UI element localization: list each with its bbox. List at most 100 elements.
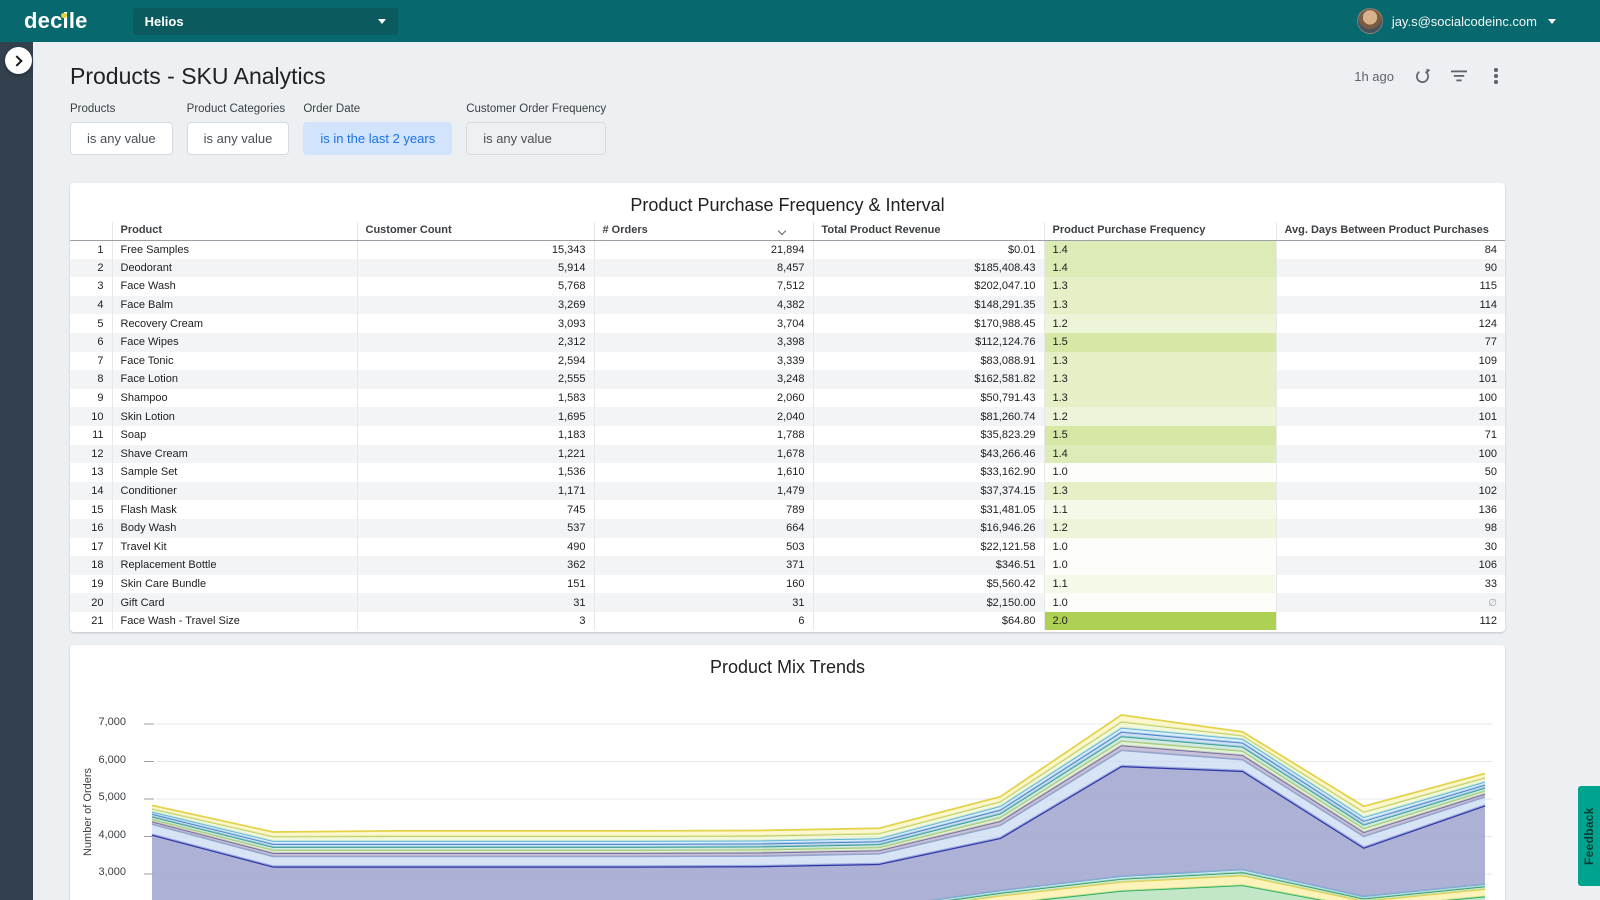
cell-revenue[interactable]: $202,047.10 (812, 277, 1044, 296)
avatar[interactable] (1356, 8, 1383, 34)
cell-orders[interactable]: 789 (593, 500, 813, 519)
cell-revenue[interactable]: $50,791.43 (812, 388, 1044, 408)
cell-product[interactable]: Recovery Cream (111, 314, 357, 333)
cell-orders[interactable]: 8,457 (593, 258, 813, 278)
cell-revenue[interactable]: $162,581.82 (812, 370, 1044, 389)
col-header-orders[interactable]: # Orders (593, 222, 813, 241)
cell-orders[interactable]: 2,060 (593, 388, 813, 408)
cell-avg-days[interactable]: 114 (1275, 295, 1505, 315)
cell-avg-days[interactable]: 100 (1275, 388, 1505, 408)
cell-purchase-frequency[interactable]: 1.3 (1043, 277, 1276, 296)
cell-revenue[interactable]: $83,088.91 (812, 351, 1044, 371)
cell-product[interactable]: Deodorant (111, 258, 357, 278)
cell-purchase-frequency[interactable]: 1.1 (1043, 500, 1276, 519)
cell-avg-days[interactable]: 71 (1275, 425, 1505, 445)
cell-revenue[interactable]: $185,408.43 (812, 258, 1044, 278)
cell-avg-days[interactable]: 101 (1275, 370, 1505, 389)
cell-purchase-frequency[interactable]: 2.0 (1043, 611, 1276, 631)
cell-revenue[interactable]: $0.01 (812, 240, 1044, 259)
cell-product[interactable]: Flash Mask (111, 500, 357, 519)
cell-purchase-frequency[interactable]: 1.4 (1043, 258, 1276, 278)
cell-revenue[interactable]: $81,260.74 (812, 407, 1044, 426)
cell-product[interactable]: Skin Care Bundle (111, 574, 357, 594)
cell-product[interactable]: Face Wipes (111, 332, 357, 352)
cell-purchase-frequency[interactable]: 1.1 (1043, 574, 1276, 594)
cell-product[interactable]: Shampoo (111, 388, 357, 408)
chevron-down-icon[interactable] (1548, 18, 1556, 24)
cell-customer-count[interactable]: 1,221 (356, 444, 594, 464)
cell-customer-count[interactable]: 1,183 (356, 425, 594, 445)
filter-value-button-customer-order-frequency[interactable]: is any value (466, 122, 607, 155)
cell-customer-count[interactable]: 3,269 (356, 295, 594, 315)
cell-revenue[interactable]: $112,124.76 (812, 332, 1044, 352)
cell-customer-count[interactable]: 745 (356, 500, 594, 519)
workspace-selector[interactable]: Helios (132, 7, 398, 35)
cell-avg-days[interactable]: 77 (1275, 332, 1505, 352)
cell-orders[interactable]: 3,398 (593, 332, 813, 352)
cell-revenue[interactable]: $35,823.29 (812, 425, 1044, 445)
col-header-avg-days-between-product-purchases[interactable]: Avg. Days Between Product Purchases (1275, 222, 1505, 241)
cell-purchase-frequency[interactable]: 1.5 (1043, 425, 1276, 445)
cell-purchase-frequency[interactable]: 1.3 (1043, 351, 1276, 371)
cell-revenue[interactable]: $22,121.58 (812, 537, 1044, 557)
cell-purchase-frequency[interactable]: 1.2 (1043, 314, 1276, 333)
cell-avg-days[interactable]: 84 (1275, 240, 1505, 259)
cell-revenue[interactable]: $148,291.35 (812, 295, 1044, 315)
col-header-total-product-revenue[interactable]: Total Product Revenue (812, 222, 1044, 241)
cell-product[interactable]: Gift Card (111, 593, 357, 612)
cell-product[interactable]: Face Lotion (111, 370, 357, 389)
cell-avg-days[interactable]: 98 (1275, 518, 1505, 538)
cell-revenue[interactable]: $346.51 (812, 556, 1044, 575)
cell-orders[interactable]: 7,512 (593, 277, 813, 296)
cell-customer-count[interactable]: 2,312 (356, 332, 594, 352)
col-header-product-purchase-frequency[interactable]: Product Purchase Frequency (1043, 222, 1276, 241)
cell-avg-days[interactable]: 124 (1275, 314, 1505, 333)
cell-avg-days[interactable]: 33 (1275, 574, 1505, 594)
cell-product[interactable]: Soap (111, 425, 357, 445)
cell-customer-count[interactable]: 1,536 (356, 463, 594, 482)
cell-purchase-frequency[interactable]: 1.3 (1043, 295, 1276, 315)
cell-avg-days[interactable]: 50 (1275, 463, 1505, 482)
cell-product[interactable]: Face Tonic (111, 351, 357, 371)
cell-avg-days[interactable]: 90 (1275, 258, 1505, 278)
cell-orders[interactable]: 4,382 (593, 295, 813, 315)
cell-product[interactable]: Skin Lotion (111, 407, 357, 426)
cell-orders[interactable]: 503 (593, 537, 813, 557)
cell-orders[interactable]: 3,248 (593, 370, 813, 389)
cell-purchase-frequency[interactable]: 1.3 (1043, 388, 1276, 408)
cell-customer-count[interactable]: 3,093 (356, 314, 594, 333)
cell-revenue[interactable]: $2,150.00 (812, 593, 1044, 612)
cell-product[interactable]: Free Samples (111, 240, 357, 259)
cell-customer-count[interactable]: 2,594 (356, 351, 594, 371)
cell-avg-days[interactable]: 136 (1275, 500, 1505, 519)
cell-orders[interactable]: 21,894 (593, 240, 813, 259)
sidebar-expand-button[interactable] (5, 47, 32, 74)
cell-orders[interactable]: 3,339 (593, 351, 813, 371)
cell-revenue[interactable]: $33,162.90 (812, 463, 1044, 482)
cell-customer-count[interactable]: 537 (356, 518, 594, 538)
cell-orders[interactable]: 1,788 (593, 425, 813, 445)
cell-avg-days[interactable]: 106 (1275, 556, 1505, 575)
cell-orders[interactable]: 6 (593, 611, 813, 631)
cell-product[interactable]: Conditioner (111, 481, 357, 501)
cell-purchase-frequency[interactable]: 1.0 (1043, 537, 1276, 557)
cell-revenue[interactable]: $5,560.42 (812, 574, 1044, 594)
cell-orders[interactable]: 2,040 (593, 407, 813, 426)
cell-purchase-frequency[interactable]: 1.0 (1043, 463, 1276, 482)
cell-purchase-frequency[interactable]: 1.2 (1043, 407, 1276, 426)
cell-avg-days[interactable]: 30 (1275, 537, 1505, 557)
cell-customer-count[interactable]: 151 (356, 574, 594, 594)
cell-customer-count[interactable]: 2,555 (356, 370, 594, 389)
cell-product[interactable]: Face Wash - Travel Size (111, 611, 357, 631)
cell-orders[interactable]: 1,479 (593, 481, 813, 501)
cell-avg-days[interactable]: 100 (1275, 444, 1505, 464)
cell-avg-days[interactable]: 115 (1275, 277, 1505, 296)
feedback-button[interactable]: Feedback (1578, 786, 1600, 886)
refresh-button[interactable] (1413, 67, 1431, 85)
cell-customer-count[interactable]: 1,171 (356, 481, 594, 501)
cell-orders[interactable]: 1,678 (593, 444, 813, 464)
cell-product[interactable]: Travel Kit (111, 537, 357, 557)
cell-avg-days[interactable]: ∅ (1275, 593, 1505, 612)
more-options-button[interactable] (1487, 67, 1505, 85)
cell-orders[interactable]: 160 (593, 574, 813, 594)
